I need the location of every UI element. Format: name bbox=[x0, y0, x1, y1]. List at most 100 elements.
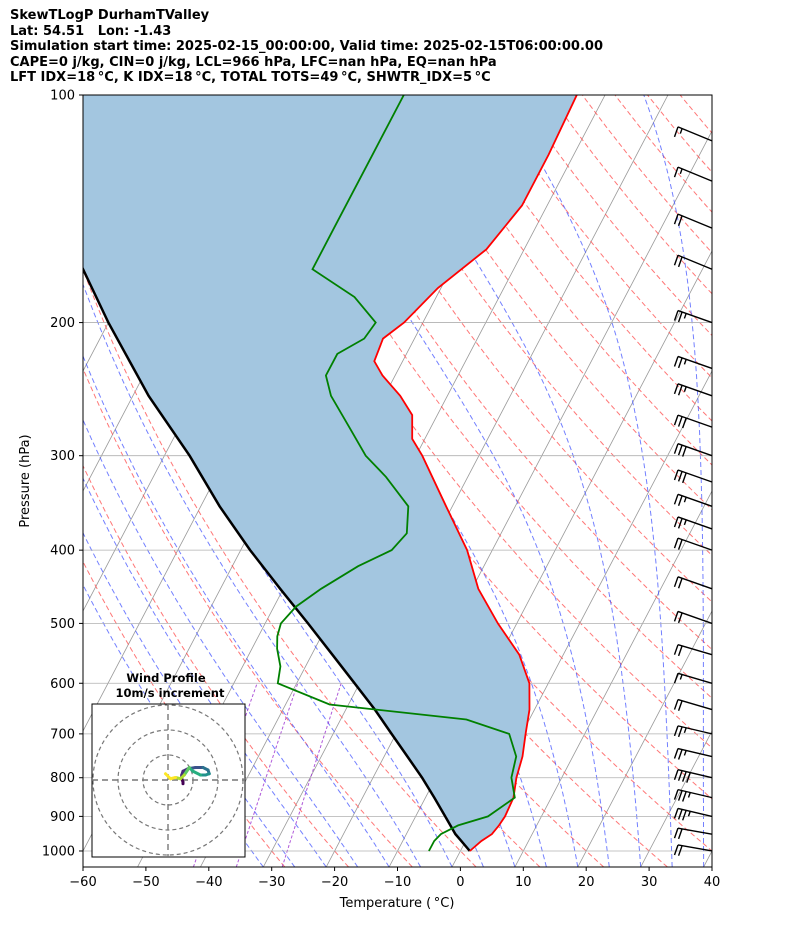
x-axis-ticks: −60 −50 −40 −30 −20 −10 0 10 20 30 40 bbox=[69, 867, 720, 890]
moist-adiabat-line bbox=[286, 95, 610, 867]
wind-barb-flag bbox=[677, 612, 683, 624]
wind-barb-flag bbox=[673, 611, 679, 622]
wind-barb-flag bbox=[683, 496, 687, 503]
wind-barb-staff bbox=[677, 698, 713, 711]
time-line: Simulation start time: 2025-02-15_00:00:… bbox=[10, 39, 603, 54]
dry-adiabat-line bbox=[484, 95, 712, 379]
wind-barb-flag bbox=[677, 416, 683, 427]
dry-adiabat-line bbox=[321, 95, 712, 603]
dry-adiabat-line bbox=[288, 95, 712, 651]
wind-barb-flag bbox=[673, 748, 679, 759]
isotherm-line bbox=[767, 95, 794, 867]
wind-barb bbox=[673, 725, 713, 738]
wind-barb-flag bbox=[677, 357, 683, 369]
wind-barb bbox=[673, 747, 713, 760]
wind-barb bbox=[673, 383, 713, 397]
wind-barb bbox=[673, 672, 713, 684]
wind-barb-staff bbox=[677, 414, 713, 428]
moist-adiabat-line bbox=[83, 477, 327, 867]
wind-barb bbox=[673, 254, 713, 270]
wind-barb-staff bbox=[677, 383, 713, 397]
hodograph-segment bbox=[164, 772, 172, 781]
wind-barb bbox=[673, 213, 713, 229]
wind-barb bbox=[673, 493, 713, 507]
wind-barb bbox=[673, 844, 713, 856]
wind-barb-flag bbox=[677, 311, 683, 323]
moist-adiabat-line bbox=[83, 418, 359, 867]
moist-adiabat-line bbox=[501, 95, 673, 867]
wind-barb-staff bbox=[677, 493, 713, 507]
wind-barb bbox=[673, 309, 713, 324]
wind-barb bbox=[673, 769, 713, 783]
y-tick-label: 400 bbox=[50, 544, 75, 559]
wind-barb-flag bbox=[683, 727, 687, 734]
wind-barb-staff bbox=[677, 769, 713, 779]
wind-barb-flag bbox=[677, 749, 683, 760]
wind-barb-flag bbox=[673, 356, 679, 367]
y-tick-label: 600 bbox=[50, 677, 75, 692]
moist-adiabat-line bbox=[83, 531, 296, 867]
wind-barb-flag bbox=[673, 769, 679, 780]
wind-barb-flag bbox=[673, 789, 679, 800]
x-tick-label: −50 bbox=[132, 875, 159, 890]
y-axis-label: Pressure (hPa) bbox=[18, 434, 33, 527]
dry-adiabat-line bbox=[223, 95, 712, 749]
dry-adiabat-line bbox=[83, 464, 349, 867]
wind-barb bbox=[673, 469, 713, 484]
moist-adiabat-line bbox=[83, 199, 453, 867]
y-tick-label: 800 bbox=[50, 771, 75, 786]
wind-barb-staff bbox=[677, 537, 713, 551]
wind-barb-flag bbox=[681, 791, 687, 802]
station-title: SkewTLogP DurhamTValley bbox=[10, 8, 210, 23]
wind-barb bbox=[673, 516, 713, 530]
wind-barb-flag bbox=[677, 726, 683, 738]
y-tick-label: 100 bbox=[50, 89, 75, 104]
dry-adiabat-line bbox=[386, 95, 712, 511]
wind-barb-flag bbox=[673, 699, 679, 710]
wind-barb-flag bbox=[677, 790, 683, 801]
parcel-profile-line bbox=[83, 266, 471, 852]
wind-barb bbox=[673, 698, 713, 711]
wind-barb-staff bbox=[677, 213, 713, 229]
wind-barbs bbox=[673, 126, 713, 856]
dry-adiabat-line bbox=[614, 95, 712, 213]
wind-barb-flag bbox=[677, 578, 683, 589]
wind-barb bbox=[673, 807, 713, 821]
dry-adiabat-line bbox=[83, 268, 477, 867]
hodograph-title: Wind Profile bbox=[126, 671, 206, 685]
wind-barb-staff bbox=[677, 610, 713, 625]
wind-barb-flag bbox=[677, 256, 683, 268]
x-tick-label: 30 bbox=[641, 875, 658, 890]
y-tick-label: 900 bbox=[50, 810, 75, 825]
dry-adiabat-line bbox=[256, 95, 712, 699]
wind-barb-staff bbox=[677, 576, 713, 590]
wind-barb-flag bbox=[677, 495, 683, 506]
y-tick-label: 1000 bbox=[42, 844, 75, 859]
wind-barb-staff bbox=[677, 166, 713, 182]
wind-barb-staff bbox=[677, 469, 713, 483]
mixing-ratio-line bbox=[281, 683, 342, 867]
wind-barb-flag bbox=[673, 166, 679, 178]
wind-barb-flag bbox=[681, 417, 687, 429]
sounding-profiles bbox=[83, 95, 578, 852]
wind-barb-flag bbox=[673, 310, 679, 321]
wind-barb-staff bbox=[677, 126, 713, 142]
x-tick-label: 40 bbox=[704, 875, 721, 890]
y-tick-label: 300 bbox=[50, 449, 75, 464]
wind-barb-staff bbox=[677, 644, 713, 656]
wind-barb-flag bbox=[679, 168, 683, 175]
wind-barb bbox=[673, 126, 713, 142]
wind-barb-flag bbox=[677, 828, 683, 840]
wind-barb-flag bbox=[687, 792, 691, 798]
wind-barb-flag bbox=[687, 811, 691, 817]
temperature-profile-line bbox=[373, 95, 578, 852]
x-tick-label: −40 bbox=[195, 875, 222, 890]
wind-barb bbox=[673, 414, 713, 429]
y-tick-label: 200 bbox=[50, 316, 75, 331]
dry-adiabat-line bbox=[353, 95, 712, 557]
wind-barb bbox=[673, 827, 713, 840]
wind-barb-flag bbox=[677, 809, 683, 820]
wind-barb-flag bbox=[673, 469, 679, 481]
hodograph-plot bbox=[92, 704, 245, 857]
